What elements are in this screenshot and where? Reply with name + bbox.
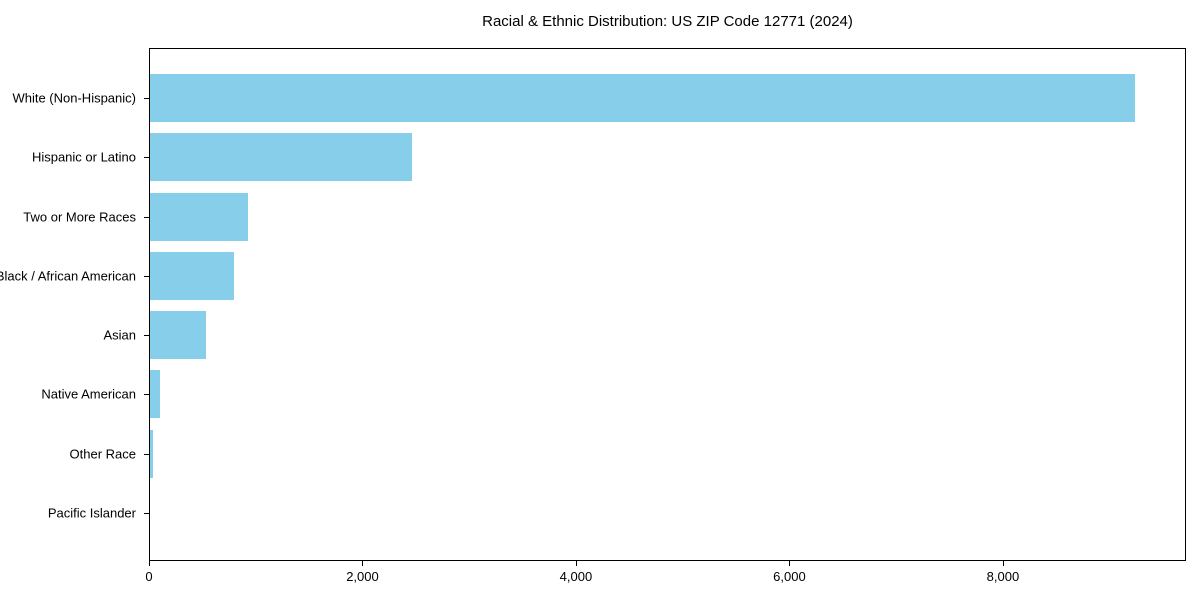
y-tick-label: Two or More Races <box>23 209 136 225</box>
plot-area <box>149 48 1186 561</box>
y-tick-label: Hispanic or Latino <box>31 149 136 165</box>
x-tick-mark <box>1002 561 1004 566</box>
bar <box>150 251 235 300</box>
y-tick-mark <box>144 335 149 337</box>
bar <box>150 429 154 478</box>
y-tick-label: White (Non-Hispanic) <box>12 90 136 106</box>
x-tick-label: 8,000 <box>986 569 1020 584</box>
x-tick-label: 2,000 <box>346 569 379 584</box>
chart-title: Racial & Ethnic Distribution: US ZIP Cod… <box>482 13 853 30</box>
x-tick-mark <box>789 561 791 566</box>
y-tick-label: Asian <box>103 327 136 343</box>
x-tick-mark <box>575 561 577 566</box>
x-tick-label: 6,000 <box>773 569 806 584</box>
x-tick-label: 0 <box>145 569 153 584</box>
x-tick-mark <box>149 561 150 566</box>
x-tick-label: 4,000 <box>559 569 593 584</box>
y-tick-label: Pacific Islander <box>47 505 136 521</box>
x-axis: 0 2,000 4,000 6,000 8,000 <box>145 561 1186 595</box>
y-tick-mark <box>144 394 149 396</box>
bar <box>150 192 248 241</box>
x-tick-mark <box>362 561 364 566</box>
y-tick-mark <box>144 512 149 514</box>
y-tick-mark <box>144 275 149 277</box>
bar <box>150 311 206 360</box>
y-axis: White (Non-Hispanic) Hispanic or Latino Tw… <box>0 48 149 561</box>
y-tick-mark <box>144 453 149 455</box>
bar <box>150 133 413 182</box>
y-tick-label: Other Race <box>69 446 136 462</box>
bar <box>150 370 161 419</box>
y-tick-label: Black / African American <box>0 268 136 284</box>
y-tick-mark <box>144 216 149 218</box>
y-tick-mark <box>144 98 149 99</box>
y-tick-label: Native American <box>41 386 136 402</box>
bar <box>150 74 1136 122</box>
y-tick-mark <box>144 157 149 159</box>
